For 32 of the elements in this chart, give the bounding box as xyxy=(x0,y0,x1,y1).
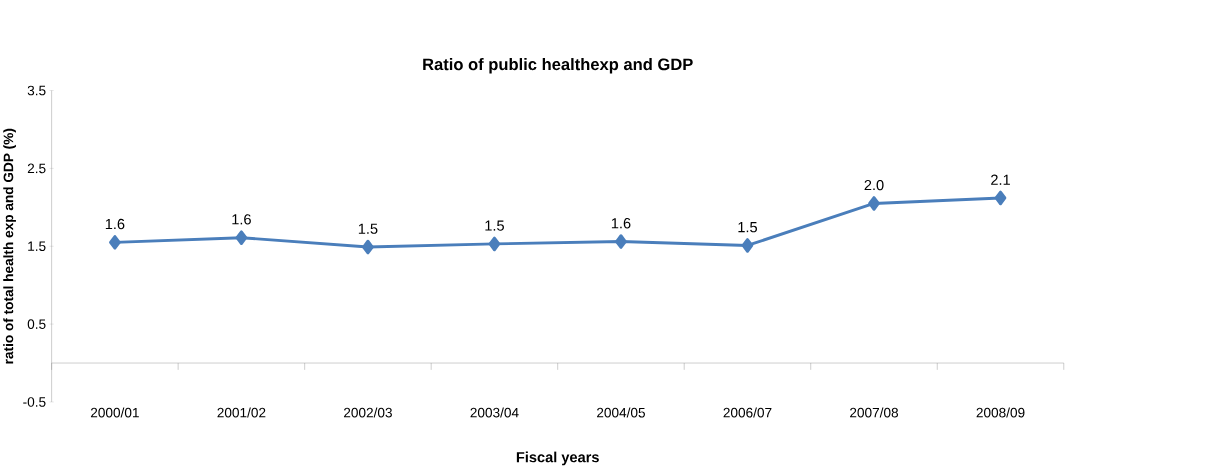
data-label: 2.1 xyxy=(991,174,1010,185)
point xyxy=(488,236,501,251)
data-label: 1.6 xyxy=(611,217,631,229)
data-label: 1.6 xyxy=(232,213,251,225)
data-label: 1.5 xyxy=(358,223,378,234)
y-tick-label: 2.5 xyxy=(27,163,46,173)
x-axis-title: Fiscal years xyxy=(516,451,599,465)
point xyxy=(741,237,754,253)
x-tick-label: 2006/07 xyxy=(723,407,772,418)
point xyxy=(109,234,121,250)
chart-title: Ratio of public healthexp and GDP xyxy=(423,57,693,74)
x-tick-label: 2008/09 xyxy=(976,407,1025,418)
data-label: 1.6 xyxy=(105,218,125,229)
x-tick-label: 2000/01 xyxy=(90,407,139,418)
data-label: 1.5 xyxy=(738,221,758,233)
y-tick-label: 3.5 xyxy=(27,85,46,96)
y-axis-title: ratio of total health exp and GDP (%) xyxy=(3,128,16,364)
point xyxy=(994,190,1007,206)
data-label: 1.5 xyxy=(485,220,504,231)
y-tick-label: -0.5 xyxy=(23,396,46,407)
x-tick-label: 2001/02 xyxy=(217,407,266,418)
y-tick-label: 0.5 xyxy=(27,319,46,329)
point xyxy=(235,230,248,245)
x-tick-label: 2004/05 xyxy=(597,407,645,418)
x-tick-label: 2007/08 xyxy=(850,407,899,418)
y-tick-label: 1.5 xyxy=(28,241,46,251)
point xyxy=(615,234,627,249)
x-tick-label: 2003/04 xyxy=(470,407,519,418)
point xyxy=(868,195,880,211)
x-tick-label: 2002/03 xyxy=(343,407,392,418)
point xyxy=(362,239,374,255)
data-label: 2.0 xyxy=(864,179,884,191)
